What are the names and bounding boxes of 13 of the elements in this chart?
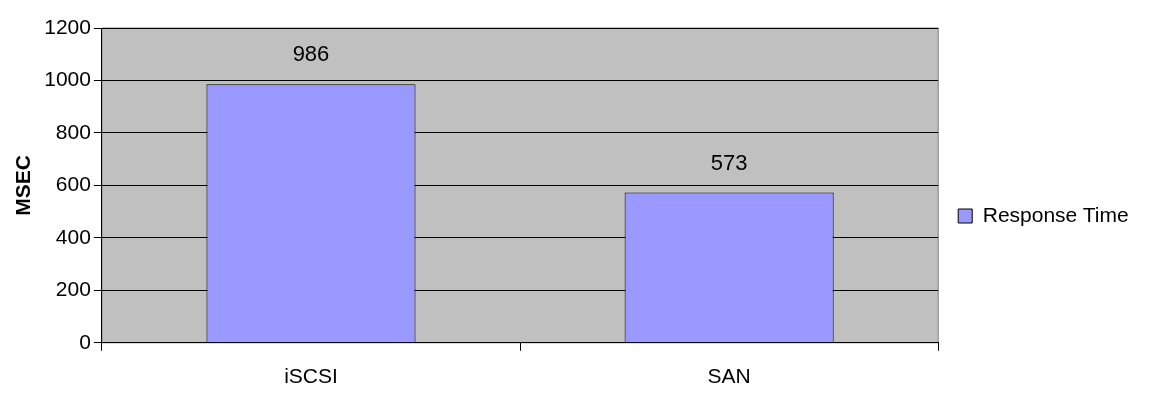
y-tick-label: 800 — [55, 119, 91, 143]
y-axis-title: MSEC — [11, 155, 35, 216]
y-tick-label: 1200 — [44, 14, 91, 38]
y-tick-label: 0 — [79, 329, 91, 353]
y-tick-label: 200 — [55, 277, 91, 301]
x-tick-label: iSCSI — [284, 364, 338, 388]
y-tick-label: 600 — [55, 172, 91, 196]
data-label: 573 — [710, 149, 748, 175]
legend-label: Response Time — [982, 202, 1129, 226]
data-label: 986 — [292, 41, 330, 67]
y-tick-label: 400 — [55, 224, 91, 248]
x-tick-label: SAN — [707, 364, 751, 388]
y-tick-label: 1000 — [44, 67, 91, 91]
